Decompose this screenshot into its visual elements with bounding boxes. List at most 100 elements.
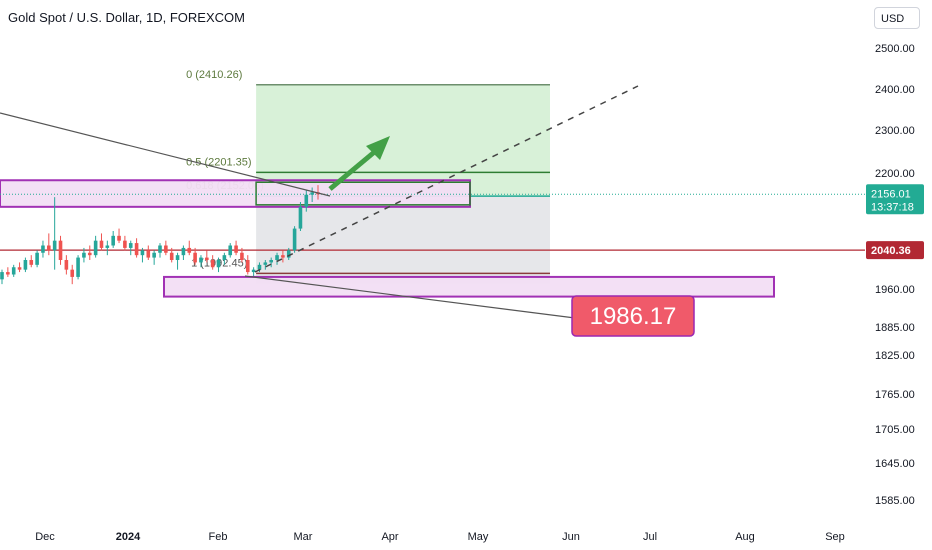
candle — [11, 264, 16, 277]
candle — [134, 238, 139, 258]
x-tick-label: Jun — [562, 531, 580, 543]
candle-body — [41, 245, 45, 253]
candle-body — [269, 260, 273, 263]
candle — [286, 247, 291, 260]
candle — [292, 226, 297, 253]
y-tick-label: 2400.00 — [875, 84, 915, 96]
candle-body — [58, 240, 63, 260]
candle — [17, 262, 22, 273]
x-tick-label: Aug — [735, 531, 755, 543]
candle-body — [199, 257, 203, 263]
candle-body — [234, 245, 238, 253]
hline-price-badge: 2040.36 — [866, 241, 924, 260]
y-tick-label: 1585.00 — [875, 495, 915, 507]
candle — [52, 197, 57, 270]
candle-body — [35, 252, 39, 265]
candle — [76, 255, 80, 280]
candle — [117, 228, 121, 244]
candle-body — [164, 245, 168, 253]
x-tick-label: Mar — [294, 531, 313, 543]
candle — [228, 243, 233, 258]
currency-button[interactable]: USD — [874, 7, 920, 29]
candle — [181, 245, 186, 260]
resistance-inner-box — [255, 181, 471, 206]
candle — [70, 264, 75, 285]
candle — [263, 260, 268, 270]
candle-body — [263, 262, 268, 265]
candle-body — [93, 240, 98, 256]
big-price-label-text: 1986.17 — [590, 303, 677, 330]
candle — [29, 255, 34, 268]
candle — [87, 245, 92, 260]
candle-body — [152, 252, 156, 258]
y-tick-label: 2200.00 — [875, 168, 915, 180]
candle-body — [146, 250, 151, 258]
big-price-label-box — [571, 295, 695, 337]
candle-body — [6, 272, 10, 275]
support-zone — [163, 275, 775, 298]
candle — [210, 255, 215, 270]
candle-body — [105, 245, 110, 248]
candle-body — [298, 206, 303, 229]
x-tick-label: Sep — [825, 531, 845, 543]
candle — [269, 257, 273, 268]
candle — [93, 235, 98, 258]
candle-body — [17, 267, 22, 270]
candle-body — [128, 243, 133, 248]
candle-body — [193, 252, 197, 263]
candle — [275, 252, 279, 265]
y-tick-label: 1765.00 — [875, 389, 915, 401]
candle — [47, 233, 51, 256]
candle — [245, 255, 250, 275]
y-tick-label: 1825.00 — [875, 350, 915, 362]
arrow-shaft — [328, 147, 380, 191]
candle-body — [175, 255, 180, 260]
candle-body — [123, 240, 127, 248]
candle — [58, 235, 63, 265]
candle — [35, 250, 39, 268]
candle-body — [240, 252, 244, 260]
candle — [111, 231, 115, 248]
x-tick-label: May — [468, 531, 489, 543]
candle-body — [245, 260, 250, 273]
y-tick-label: 2300.00 — [875, 125, 915, 137]
candle-body — [99, 240, 104, 248]
chart-title: Gold Spot / U.S. Dollar, 1D, FOREXCOM — [8, 10, 245, 25]
y-tick-label: 1645.00 — [875, 458, 915, 470]
candle — [240, 247, 244, 263]
candle-body — [64, 260, 69, 270]
y-tick-label: 1885.00 — [875, 322, 915, 334]
candle — [123, 235, 127, 251]
candle-body — [0, 272, 4, 280]
candle — [99, 233, 104, 251]
candle-body — [140, 250, 145, 256]
candle-body — [310, 192, 314, 195]
candle-body — [29, 260, 34, 265]
candle — [64, 255, 69, 275]
descending-trendline — [0, 112, 331, 197]
candle — [304, 189, 309, 212]
candle — [0, 269, 4, 285]
candle-body — [187, 247, 192, 253]
candle-body — [23, 260, 28, 270]
candle — [41, 240, 45, 258]
candle-body — [281, 255, 285, 258]
candle — [152, 250, 156, 265]
candle-body — [52, 240, 57, 251]
candle — [140, 247, 145, 263]
candle-body — [222, 255, 227, 260]
up-arrow — [328, 136, 390, 191]
candle-body — [117, 235, 121, 241]
candle-body — [257, 264, 262, 270]
current-price-badge-bg — [866, 184, 924, 215]
candle-body — [210, 260, 215, 268]
x-tick-label: Jul — [643, 531, 657, 543]
candle-body — [70, 269, 75, 277]
candle — [175, 252, 180, 270]
x-tick-label: Dec — [35, 531, 55, 543]
candle-body — [87, 252, 92, 256]
fib-level-label: 0 (2410.26) — [186, 69, 242, 81]
candle-body — [47, 245, 51, 251]
